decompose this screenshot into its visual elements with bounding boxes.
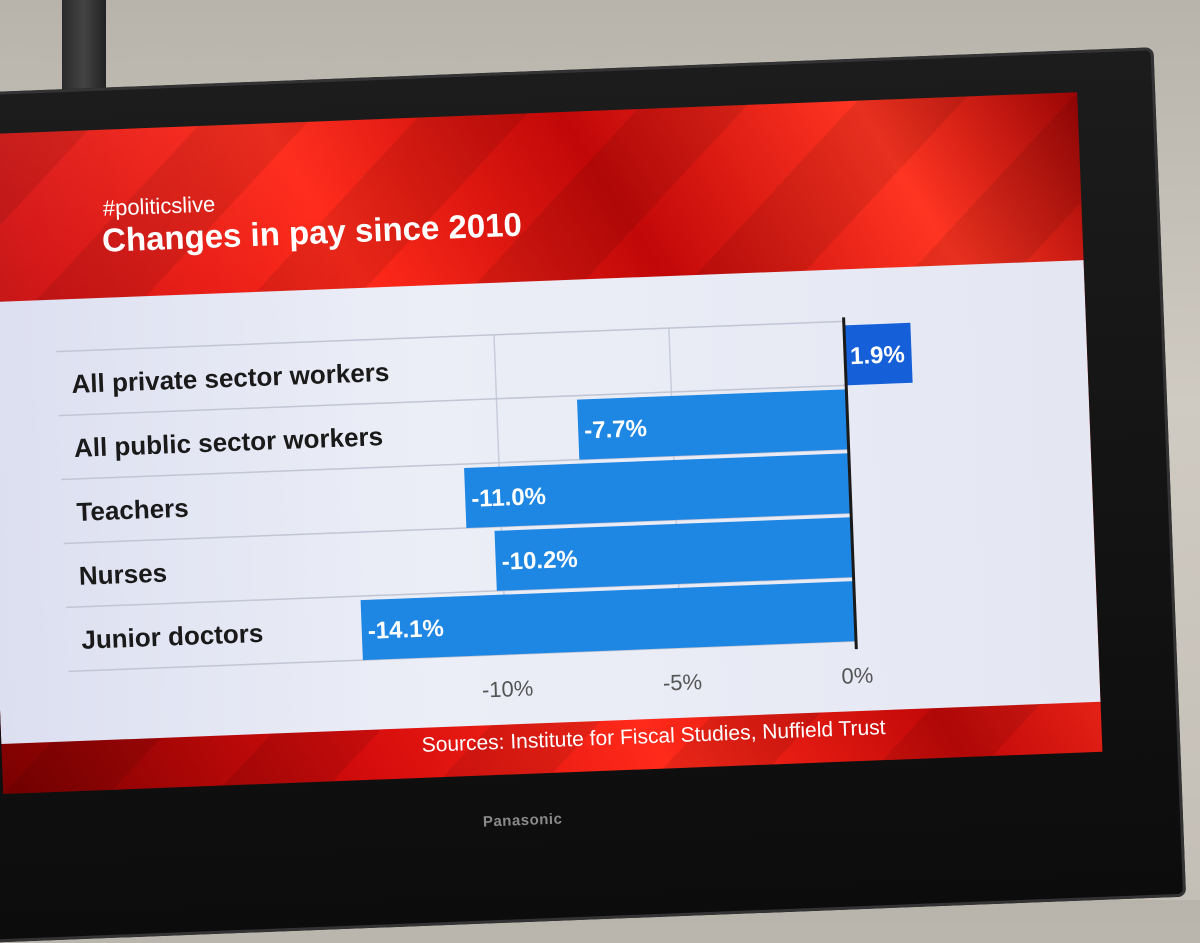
bar xyxy=(843,322,913,386)
bar xyxy=(577,389,849,460)
wall-pole xyxy=(62,0,106,100)
category-label: Teachers xyxy=(76,493,189,527)
bar-value-label: -10.2% xyxy=(501,546,578,576)
tv-brand-logo: Panasonic xyxy=(482,810,563,831)
row-divider xyxy=(58,384,847,417)
tv-screen: #politicslive Changes in pay since 2010 … xyxy=(0,92,1103,794)
category-label: Junior doctors xyxy=(81,618,264,655)
x-tick-label: 0% xyxy=(841,663,874,689)
bar xyxy=(494,517,854,591)
category-label: All public sector workers xyxy=(73,421,383,463)
category-label: All private sector workers xyxy=(71,357,390,399)
bar-chart: 1.9% All private sector workers -7.7% All p… xyxy=(56,317,913,703)
chart-panel: 1.9% All private sector workers -7.7% All p… xyxy=(0,260,1101,745)
bar xyxy=(360,581,857,661)
bar-value-label: -11.0% xyxy=(471,483,547,513)
category-label: Nurses xyxy=(78,558,167,591)
x-tick-label: -5% xyxy=(662,669,702,695)
x-tick-label: -10% xyxy=(481,676,533,703)
bar-value-label: 1.9% xyxy=(850,341,906,370)
zero-axis-line xyxy=(842,317,858,650)
tv-bezel: #politicslive Changes in pay since 2010 … xyxy=(0,47,1187,943)
bar-value-label: -7.7% xyxy=(584,415,648,444)
bar-value-label: -14.1% xyxy=(367,615,444,645)
bar xyxy=(464,453,852,529)
row-divider xyxy=(56,320,844,353)
